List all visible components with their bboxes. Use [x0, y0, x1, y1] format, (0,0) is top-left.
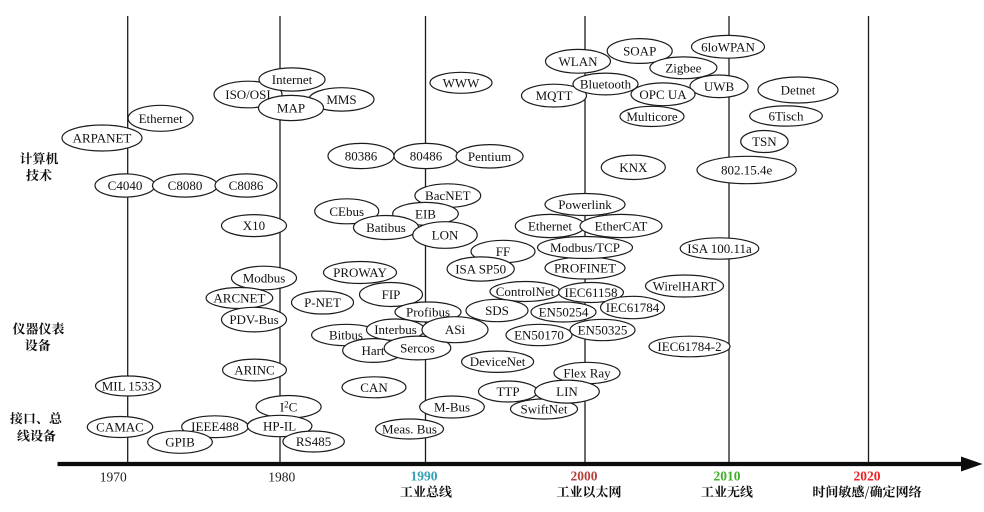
- svg-text:BacNET: BacNET: [425, 188, 471, 203]
- svg-text:MMS: MMS: [326, 92, 356, 107]
- svg-text:2020: 2020: [854, 469, 881, 484]
- svg-text:Sercos: Sercos: [400, 341, 435, 356]
- svg-text:I2C: I2C: [280, 399, 298, 414]
- svg-text:WirelHART: WirelHART: [653, 279, 717, 294]
- svg-text:TSN: TSN: [752, 134, 777, 149]
- svg-text:TTP: TTP: [496, 384, 519, 399]
- svg-text:2010: 2010: [714, 469, 741, 484]
- svg-text:Pentium: Pentium: [468, 149, 511, 164]
- svg-text:ASi: ASi: [445, 322, 466, 337]
- svg-text:Powerlink: Powerlink: [558, 197, 612, 212]
- svg-text:Modbus/TCP: Modbus/TCP: [550, 240, 620, 255]
- svg-text:GPIB: GPIB: [165, 435, 195, 450]
- svg-text:Meas. Bus: Meas. Bus: [382, 422, 437, 437]
- svg-text:LIN: LIN: [556, 384, 578, 399]
- svg-text:UWB: UWB: [704, 79, 735, 94]
- svg-text:M-Bus: M-Bus: [434, 400, 470, 415]
- svg-text:Bluetooth: Bluetooth: [580, 77, 632, 92]
- svg-text:RS485: RS485: [296, 434, 331, 449]
- svg-text:PROWAY: PROWAY: [333, 265, 387, 280]
- svg-text:80386: 80386: [345, 149, 378, 164]
- svg-text:C4040: C4040: [108, 178, 143, 193]
- svg-text:EN50325: EN50325: [578, 323, 628, 338]
- svg-text:CEbus: CEbus: [329, 204, 364, 219]
- svg-text:ControlNet: ControlNet: [496, 284, 555, 299]
- svg-text:EN50170: EN50170: [514, 328, 564, 343]
- svg-text:ISA 100.11a: ISA 100.11a: [687, 241, 752, 256]
- svg-text:C8080: C8080: [168, 178, 203, 193]
- svg-text:ISO/OSI: ISO/OSI: [225, 87, 271, 102]
- svg-text:CAMAC: CAMAC: [96, 420, 144, 435]
- svg-text:FIP: FIP: [382, 287, 401, 302]
- svg-text:MAP: MAP: [277, 101, 305, 116]
- svg-text:X10: X10: [243, 218, 265, 233]
- svg-text:EtherCAT: EtherCAT: [595, 219, 648, 234]
- svg-text:Bitbus: Bitbus: [329, 328, 363, 343]
- svg-text:80486: 80486: [410, 149, 443, 164]
- svg-text:Modbus: Modbus: [243, 271, 286, 286]
- svg-text:PDV-Bus: PDV-Bus: [229, 312, 278, 327]
- svg-text:Profibus: Profibus: [406, 305, 450, 320]
- svg-text:CAN: CAN: [360, 380, 388, 395]
- svg-text:ARPANET: ARPANET: [73, 131, 132, 146]
- svg-text:Internet: Internet: [272, 72, 313, 87]
- svg-text:Ethernet: Ethernet: [528, 219, 572, 234]
- svg-text:C8086: C8086: [229, 178, 264, 193]
- svg-text:Batibus: Batibus: [366, 220, 406, 235]
- svg-text:HP-IL: HP-IL: [263, 419, 296, 434]
- svg-text:FF: FF: [496, 244, 510, 259]
- svg-text:IEC61158: IEC61158: [565, 285, 618, 300]
- svg-text:SDS: SDS: [485, 303, 509, 318]
- svg-text:IEC61784-2: IEC61784-2: [657, 339, 721, 354]
- svg-text:EN50254: EN50254: [539, 305, 589, 320]
- svg-text:PROFINET: PROFINET: [554, 261, 616, 276]
- svg-text:2000: 2000: [571, 469, 598, 484]
- svg-text:IEEE488: IEEE488: [191, 419, 239, 434]
- svg-text:ARCNET: ARCNET: [213, 291, 265, 306]
- svg-text:Multicore: Multicore: [626, 109, 677, 124]
- svg-text:EIB: EIB: [415, 206, 436, 221]
- svg-text:1980: 1980: [268, 470, 295, 485]
- svg-text:SOAP: SOAP: [623, 44, 656, 59]
- svg-text:Flex Ray: Flex Ray: [563, 366, 611, 381]
- svg-text:MIL 1533: MIL 1533: [102, 379, 155, 394]
- svg-text:6Tisch: 6Tisch: [769, 109, 804, 124]
- svg-text:1970: 1970: [100, 470, 127, 485]
- svg-text:SwiftNet: SwiftNet: [521, 402, 568, 417]
- svg-text:LON: LON: [432, 228, 459, 243]
- svg-text:ARINC: ARINC: [234, 363, 274, 378]
- svg-text:Zigbee: Zigbee: [665, 60, 701, 75]
- svg-text:DeviceNet: DeviceNet: [470, 354, 526, 369]
- svg-text:WLAN: WLAN: [559, 54, 599, 69]
- svg-text:Interbus: Interbus: [374, 322, 417, 337]
- svg-text:WWW: WWW: [443, 75, 481, 90]
- svg-text:MQTT: MQTT: [536, 88, 573, 103]
- svg-text:Detnet: Detnet: [781, 83, 816, 98]
- svg-text:IEC61784: IEC61784: [606, 300, 660, 315]
- svg-text:6loWPAN: 6loWPAN: [701, 39, 755, 54]
- svg-text:Hart: Hart: [361, 343, 384, 358]
- svg-text:Ethernet: Ethernet: [139, 111, 183, 126]
- svg-text:P-NET: P-NET: [304, 295, 341, 310]
- svg-text:OPC UA: OPC UA: [639, 87, 687, 102]
- svg-text:KNX: KNX: [619, 160, 648, 175]
- svg-text:ISA SP50: ISA SP50: [455, 262, 506, 277]
- svg-text:1990: 1990: [411, 469, 438, 484]
- svg-text:802.15.4e: 802.15.4e: [721, 163, 773, 178]
